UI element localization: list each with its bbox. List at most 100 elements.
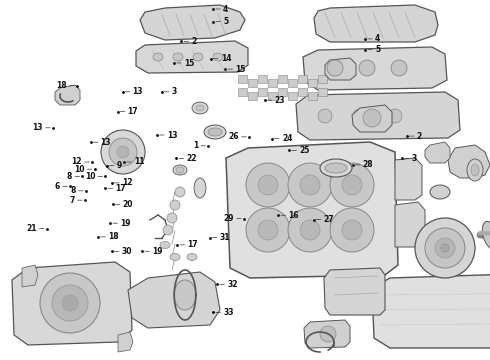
Text: 19: 19	[120, 219, 131, 228]
Circle shape	[163, 225, 173, 235]
Text: 25: 25	[299, 146, 310, 155]
Circle shape	[52, 285, 88, 321]
Text: 18: 18	[56, 81, 67, 90]
Text: 13: 13	[132, 87, 143, 96]
Polygon shape	[118, 332, 133, 352]
Text: 17: 17	[115, 184, 126, 193]
Circle shape	[117, 146, 129, 158]
Polygon shape	[308, 79, 317, 87]
Text: 14: 14	[220, 54, 231, 63]
Polygon shape	[248, 92, 257, 100]
Ellipse shape	[467, 159, 483, 181]
Polygon shape	[425, 142, 450, 163]
Ellipse shape	[160, 242, 170, 248]
Circle shape	[109, 138, 137, 166]
Text: 27: 27	[323, 215, 334, 224]
Polygon shape	[395, 202, 425, 247]
Polygon shape	[248, 79, 257, 87]
Text: 4: 4	[223, 4, 228, 13]
Polygon shape	[296, 92, 460, 140]
Ellipse shape	[193, 53, 203, 61]
Circle shape	[258, 220, 278, 240]
Circle shape	[425, 228, 465, 268]
Ellipse shape	[471, 164, 479, 176]
Polygon shape	[258, 88, 267, 96]
Text: 18: 18	[108, 233, 119, 242]
Circle shape	[258, 175, 278, 195]
Polygon shape	[128, 272, 220, 328]
Ellipse shape	[482, 221, 490, 249]
Text: 13: 13	[167, 130, 177, 139]
Ellipse shape	[320, 159, 352, 177]
Ellipse shape	[213, 53, 223, 61]
Text: 15: 15	[235, 65, 246, 74]
Polygon shape	[325, 58, 356, 80]
Polygon shape	[288, 79, 297, 87]
Circle shape	[363, 109, 381, 127]
Circle shape	[170, 200, 180, 210]
Circle shape	[318, 109, 332, 123]
Text: 7: 7	[70, 196, 75, 204]
Text: 33: 33	[223, 308, 234, 317]
Text: 3: 3	[412, 154, 417, 163]
Text: 2: 2	[416, 132, 422, 140]
Ellipse shape	[173, 165, 187, 175]
Polygon shape	[238, 75, 247, 83]
Polygon shape	[352, 105, 392, 132]
Circle shape	[300, 220, 320, 240]
Text: 16: 16	[288, 211, 299, 220]
Text: 3: 3	[172, 87, 177, 96]
Ellipse shape	[196, 105, 204, 111]
Text: 20: 20	[122, 200, 133, 209]
Ellipse shape	[325, 163, 347, 173]
Circle shape	[288, 163, 332, 207]
Ellipse shape	[153, 53, 163, 61]
Text: 28: 28	[363, 161, 373, 169]
Text: 29: 29	[223, 214, 234, 223]
Ellipse shape	[176, 167, 184, 173]
Polygon shape	[298, 75, 307, 83]
Circle shape	[353, 109, 367, 123]
Text: 32: 32	[227, 280, 238, 289]
Polygon shape	[238, 88, 247, 96]
Text: 8: 8	[71, 186, 76, 195]
Text: 1: 1	[193, 141, 198, 150]
Polygon shape	[288, 92, 297, 100]
Circle shape	[327, 60, 343, 76]
Ellipse shape	[430, 185, 450, 199]
Circle shape	[167, 213, 177, 223]
Circle shape	[391, 60, 407, 76]
Circle shape	[175, 187, 185, 197]
Text: 5: 5	[223, 17, 228, 26]
Text: 13: 13	[32, 123, 43, 132]
Text: 30: 30	[122, 247, 132, 256]
Text: 31: 31	[220, 233, 230, 242]
Text: 4: 4	[375, 34, 380, 43]
Text: 22: 22	[186, 154, 197, 163]
Text: 23: 23	[274, 96, 285, 105]
Circle shape	[330, 163, 374, 207]
Text: 12: 12	[122, 178, 132, 187]
Polygon shape	[278, 88, 287, 96]
Text: 8: 8	[67, 172, 73, 181]
Text: 2: 2	[191, 37, 196, 46]
Text: 17: 17	[127, 107, 138, 116]
Polygon shape	[318, 75, 327, 83]
Text: 19: 19	[152, 247, 163, 256]
Circle shape	[288, 208, 332, 252]
Circle shape	[246, 163, 290, 207]
Ellipse shape	[170, 253, 180, 261]
Polygon shape	[278, 75, 287, 83]
Circle shape	[40, 273, 100, 333]
Polygon shape	[304, 320, 350, 348]
Ellipse shape	[204, 125, 226, 139]
Polygon shape	[12, 262, 132, 345]
Circle shape	[300, 175, 320, 195]
Text: 21: 21	[26, 224, 37, 233]
Polygon shape	[448, 145, 490, 178]
Text: 13: 13	[100, 138, 111, 147]
Text: 17: 17	[187, 240, 198, 249]
Ellipse shape	[187, 253, 197, 261]
Ellipse shape	[174, 280, 196, 310]
Polygon shape	[395, 158, 422, 200]
